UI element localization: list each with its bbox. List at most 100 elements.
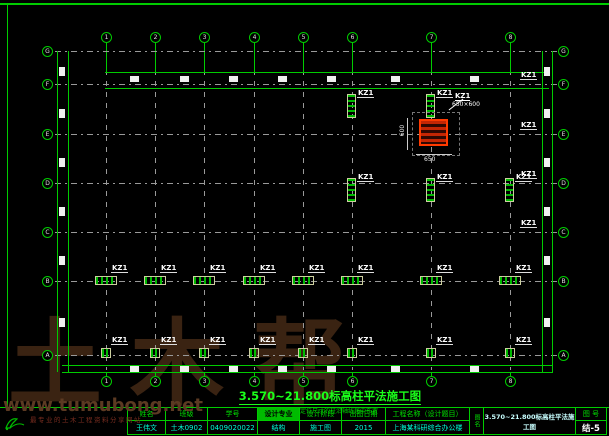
column-label: KZ1 bbox=[209, 336, 227, 345]
perimeter-column-mark bbox=[544, 256, 550, 265]
perimeter-column-mark bbox=[544, 67, 550, 76]
axis-bubble-right: B bbox=[558, 276, 569, 287]
column-label: KZ1 bbox=[515, 264, 533, 273]
field-value: 2015 bbox=[354, 423, 373, 432]
wall-line bbox=[542, 51, 543, 372]
grid-line-vertical bbox=[303, 48, 304, 370]
column-label: KZ1 bbox=[357, 264, 375, 273]
perimeter-column-mark bbox=[59, 207, 65, 216]
highlight-guide-box bbox=[412, 112, 460, 156]
drawing-no-label: 图 号 bbox=[576, 408, 606, 421]
titleblock-col-student-id: 学号 0409020022 bbox=[208, 408, 258, 434]
perimeter-column-mark bbox=[59, 158, 65, 167]
highlight-label-2: 650×600 bbox=[452, 101, 480, 108]
titleblock-col-drawing-name: 3.570~21.800标高柱平法施工图 bbox=[484, 408, 576, 434]
watermark-caption: 最专业的土木工程资料分享网站 bbox=[30, 416, 142, 424]
column-label: KZ1 bbox=[436, 173, 454, 182]
axis-bubble-right: D bbox=[558, 178, 569, 189]
column-mark bbox=[249, 348, 259, 358]
column-label: KZ1 bbox=[357, 336, 375, 345]
axis-extension bbox=[254, 372, 255, 377]
axis-bubble-bottom: 4 bbox=[249, 376, 260, 387]
field-label-highlighted: 设计专业 bbox=[258, 408, 299, 421]
wall-line bbox=[68, 51, 69, 372]
column-mark bbox=[341, 276, 363, 285]
perimeter-column-mark bbox=[278, 76, 287, 82]
perimeter-column-mark bbox=[59, 109, 65, 118]
column-mark bbox=[292, 276, 314, 285]
axis-extension bbox=[303, 372, 304, 377]
wall-line bbox=[62, 372, 553, 373]
dimension-label: 650 bbox=[424, 156, 436, 163]
title-block: 姓名 王伟文 班级 土木0902 学号 0409020022 设计专业 结构 设… bbox=[127, 407, 607, 435]
axis-bubble-top: 4 bbox=[249, 32, 260, 43]
perimeter-column-mark bbox=[391, 366, 400, 372]
titleblock-col-class: 班级 土木0902 bbox=[166, 408, 208, 434]
column-mark bbox=[499, 276, 521, 285]
field-value: 施工图 bbox=[310, 423, 331, 432]
axis-bubble-right: F bbox=[558, 79, 569, 90]
column-label: KZ1 bbox=[259, 336, 277, 345]
axis-extension bbox=[204, 372, 205, 377]
titleblock-col-date: 出图日期 2015 bbox=[342, 408, 386, 434]
highlight-column bbox=[419, 119, 448, 146]
axis-extension bbox=[352, 372, 353, 377]
column-label: KZ1 bbox=[436, 336, 454, 345]
titleblock-col-drawing-no: 图 号 结-5 bbox=[576, 408, 606, 434]
perimeter-column-mark bbox=[327, 76, 336, 82]
dimension-line bbox=[407, 118, 408, 150]
axis-bubble-top: 7 bbox=[426, 32, 437, 43]
grid-line-horizontal bbox=[55, 134, 558, 135]
grid-line-vertical bbox=[510, 48, 511, 370]
axis-bubble-left: C bbox=[42, 227, 53, 238]
column-mark bbox=[193, 276, 215, 285]
axis-extension bbox=[352, 41, 353, 72]
grid-line-horizontal bbox=[55, 51, 558, 52]
column-label: KZ1 bbox=[111, 264, 129, 273]
axis-extension bbox=[431, 372, 432, 377]
perimeter-column-mark bbox=[180, 76, 189, 82]
watermark-brand: 土木帮 bbox=[8, 310, 375, 419]
field-label: 设计阶段 bbox=[300, 408, 341, 421]
column-label: KZ1 bbox=[520, 219, 538, 228]
column-mark bbox=[505, 178, 514, 202]
grid-line-vertical bbox=[352, 48, 353, 370]
axis-bubble-bottom: 6 bbox=[347, 376, 358, 387]
field-label: 工程名称（设计题目） bbox=[386, 408, 469, 421]
titleblock-col-major: 设计专业 结构 bbox=[258, 408, 300, 434]
perimeter-column-mark bbox=[544, 318, 550, 327]
axis-bubble-top: 1 bbox=[101, 32, 112, 43]
column-label: KZ1 bbox=[357, 89, 375, 98]
perimeter-column-mark bbox=[59, 318, 65, 327]
column-mark bbox=[144, 276, 166, 285]
axis-bubble-top: 6 bbox=[347, 32, 358, 43]
perimeter-column-mark bbox=[130, 366, 139, 372]
perimeter-column-mark bbox=[59, 256, 65, 265]
perimeter-column-mark bbox=[470, 76, 479, 82]
perimeter-column-mark bbox=[544, 158, 550, 167]
perimeter-column-mark bbox=[130, 76, 139, 82]
column-mark bbox=[505, 348, 515, 358]
column-mark bbox=[347, 94, 356, 118]
grid-line-vertical bbox=[155, 48, 156, 370]
column-label: KZ1 bbox=[111, 336, 129, 345]
column-mark bbox=[101, 348, 111, 358]
column-label: KZ1 bbox=[308, 264, 326, 273]
field-value: 土木0902 bbox=[170, 423, 203, 432]
perimeter-column-mark bbox=[391, 76, 400, 82]
axis-bubble-top: 5 bbox=[298, 32, 309, 43]
titleblock-col-name: 姓名 王伟文 bbox=[128, 408, 166, 434]
axis-extension bbox=[106, 41, 107, 72]
titleblock-col-phase: 设计阶段 施工图 bbox=[300, 408, 342, 434]
column-mark bbox=[347, 178, 356, 202]
watermark-url: www.tumubong.net bbox=[3, 395, 203, 416]
column-label: KZ1 bbox=[520, 71, 538, 80]
axis-extension bbox=[155, 41, 156, 72]
column-label: KZ1 bbox=[436, 264, 454, 273]
column-mark bbox=[199, 348, 209, 358]
axis-extension bbox=[303, 41, 304, 72]
perimeter-column-mark bbox=[544, 207, 550, 216]
perimeter-column-mark bbox=[229, 76, 238, 82]
grid-line-horizontal bbox=[55, 183, 558, 184]
column-label: KZ1 bbox=[308, 336, 326, 345]
